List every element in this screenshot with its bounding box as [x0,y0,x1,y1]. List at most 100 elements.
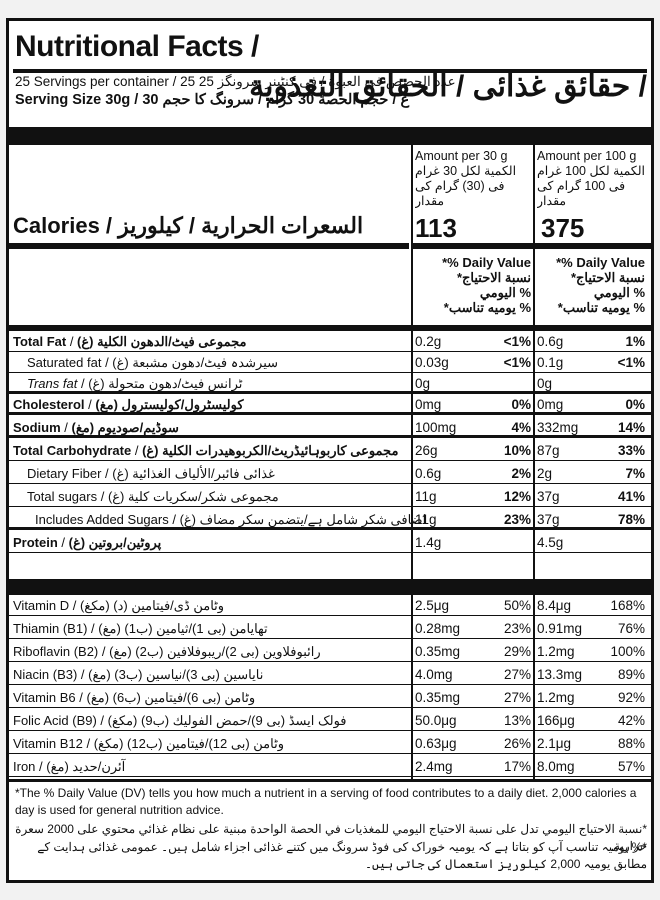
row-separator: / [101,466,113,481]
nutrient-name-ar: رائبوفلاوین (بی 2)/ريبوفلافين (ب2) (مغ) [109,644,321,659]
dv-per-100g: 168% [610,598,645,613]
nutrient-name-en: Total Carbohydrate [13,443,132,458]
amount-per-30g: 2.5μg [415,598,450,613]
dv-per-100g: 33% [617,443,645,458]
nutrient-row: Total Carbohydrate / مجموعى كاربوہائیڈری… [9,440,651,461]
column-header-100g: Amount per 100 g الكمية لكل 100 غرام فی … [537,149,647,209]
row-name: Includes Added Sugars / اضافى شكر شامل ہ… [35,511,429,528]
row-name: Vitamin B6 / وٹامن (بی 6)/فيتامين (ب6) (… [13,689,407,706]
row-separator: / [84,397,96,412]
dv-header-ur: *يوميه تناسب % [443,300,531,315]
dv-header-en: *% Daily Value [556,255,645,270]
nutrient-row: Sodium / سوڈيم/صوديوم (مغ) 100mg 4% 332mg 14… [9,417,651,438]
row-name: Folic Acid (B9) / فولک ایسڈ (بی 9)/حمض ا… [13,712,407,729]
column-header-30g: Amount per 30 g الكمية لكل 30 غرام فی (3… [415,149,531,209]
amount-per-30g: 0.2g [415,334,442,349]
nutrient-name-ar: غذائى فائبر/الألياف الغذائية (غ) [112,466,275,481]
amount-per-100g: 2.1μg [537,736,572,751]
nutrient-name-ar: مجموعى كاربوہائیڈریٹ/الكربوهيدرات الكلية… [142,443,399,458]
dv-per-100g: 100% [610,644,645,659]
vitamins-bar [9,579,651,595]
row-separator: / [66,334,78,349]
row-separator: / [35,759,47,774]
nutrient-name-en: Iron [13,759,36,774]
dv-per-100g: 1% [625,334,645,349]
row-separator: / [75,690,87,705]
row-name: Dietary Fiber / غذائى فائبر/الألياف الغذ… [27,465,421,482]
nutrient-name-ar: كوليسٹرول/كوليسترول (مغ) [95,397,244,412]
vitamin-row: Niacin (B3) / نایاسین (بی 3)/نياسين (ب3)… [9,664,651,685]
amount-per-30g: 1.4g [415,535,442,550]
amount-per-100g: 13.3mg [537,667,583,682]
nutrient-name-ar: نایاسین (بی 3)/نياسين (ب3) (مغ) [88,667,264,682]
nutrient-name-ar: مجموعى فيٹ/الدهون الكلية (غ) [77,334,247,349]
dv-per-100g: 78% [617,512,645,527]
title-rule [13,69,647,73]
dv-per-30g: 29% [503,644,531,659]
dv-per-100g: 76% [617,621,645,636]
nutrient-name-ar: فولک ایسڈ (بی 9)/حمض الفوليك (ب9) (مكغ) [107,713,347,728]
row-name: Cholesterol / كوليسٹرول/كوليسترول (مغ) [13,396,407,413]
title-arabic: حقائق غذائى / الحقائق التغذوية / [249,70,647,103]
dv-header-ar2: اليومي % [479,285,531,300]
amount-per-100g: 0.6g [537,334,564,349]
vitamin-row: Vitamin B12 / وٹامن (بی 12)/فيتامين (ب12… [9,733,651,754]
row-separator: / [82,736,94,751]
col2-header-ur: فی 100 گرام کی مقدار [537,179,626,208]
amount-per-30g: 0.35mg [415,690,461,705]
row-name: Niacin (B3) / نایاسین (بی 3)/نياسين (ب3)… [13,666,407,683]
nutrient-name-en: Riboflavin (B2) [13,644,99,659]
dv-per-30g: 0% [511,397,531,412]
nutrient-name-en: Vitamin B6 [13,690,76,705]
nutrient-name-en: Niacin (B3) [13,667,78,682]
amount-per-30g: 0.63μg [415,736,457,751]
vitamin-row: Vitamin D / وٹامن ڈی/فيتامين (د) (مكغ) 2.… [9,595,651,616]
amount-per-100g: 0mg [537,397,564,412]
row-separator: / [87,621,99,636]
column-divider-1 [411,145,413,779]
row-separator: / [77,376,89,391]
dv-per-30g: <1% [503,355,531,370]
amount-per-30g: 26g [415,443,438,458]
col1-header-en: Amount per 30 g [415,149,508,163]
dv-per-100g: 42% [617,713,645,728]
dv-header-ar1: *نسبة الاحتياج [456,270,531,285]
dv-per-30g: 27% [503,667,531,682]
amount-per-30g: 4.0mg [415,667,453,682]
dv-per-100g: 14% [617,420,645,435]
dv-per-30g: 27% [503,690,531,705]
nutrient-name-ar: سیرشدہ فیٹ/دهون مشبعة (غ) [112,355,279,370]
dv-per-100g: 7% [625,466,645,481]
dv-per-30g: 23% [503,621,531,636]
row-name: Vitamin D / وٹامن ڈی/فيتامين (د) (مكغ) [13,597,407,614]
footnote-arabic: *نسبة الاحتياج اليومي تدل على نسبة الاحت… [15,822,647,853]
nutrient-name-en: Vitamin B12 [13,736,83,751]
nutrient-row: Dietary Fiber / غذائى فائبر/الألياف الغذ… [9,463,651,484]
row-separator: / [97,489,108,504]
row-name: Riboflavin (B2) / رائبوفلاوین (بی 2)/ريب… [13,643,407,660]
amount-per-30g: 11g [415,489,437,504]
row-name: Thiamin (B1) / تھایامن (بی 1)/ثيامين (ب1… [13,620,407,637]
amount-per-100g: 0.91mg [537,621,583,636]
nutrient-row: Total sugars / مجموعى شكر/سكريات كلية (غ… [9,486,651,507]
vitamin-row: Vitamin B6 / وٹامن (بی 6)/فيتامين (ب6) (… [9,687,651,708]
footnote-english: *The % Daily Value (DV) tells you how mu… [15,786,637,817]
dv-per-30g: 13% [503,713,531,728]
nutrient-name-en: Includes Added Sugars [35,512,169,527]
amount-per-100g: 332mg [537,420,579,435]
dv-per-100g: <1% [617,355,645,370]
row-name: Sodium / سوڈيم/صوديوم (مغ) [13,419,407,436]
row-name: Protein / پروٹین/بروتين (غ) [13,534,407,551]
dv-per-30g: 23% [503,512,531,527]
dv-header-ar1: *نسبة الاحتياج [570,270,645,285]
row-name: Total sugars / مجموعى شكر/سكريات كلية (غ… [27,488,421,505]
nutrient-name-en: Folic Acid (B9) [13,713,97,728]
amount-per-100g: 0g [537,376,553,391]
nutrient-name-en: Vitamin D [13,598,70,613]
serving-size: Serving Size 30g / 30 غ / حجم الحصة 30 گ… [15,92,410,108]
nutrient-name-en: Thiamin (B1) [13,621,88,636]
amount-per-100g: 0.1g [537,355,564,370]
dv-per-100g: 57% [617,759,645,774]
vitamin-row: Folic Acid (B9) / فولک ایسڈ (بی 9)/حمض ا… [9,710,651,731]
row-name: Total Fat / مجموعى فيٹ/الدهون الكلية (غ) [13,333,407,350]
